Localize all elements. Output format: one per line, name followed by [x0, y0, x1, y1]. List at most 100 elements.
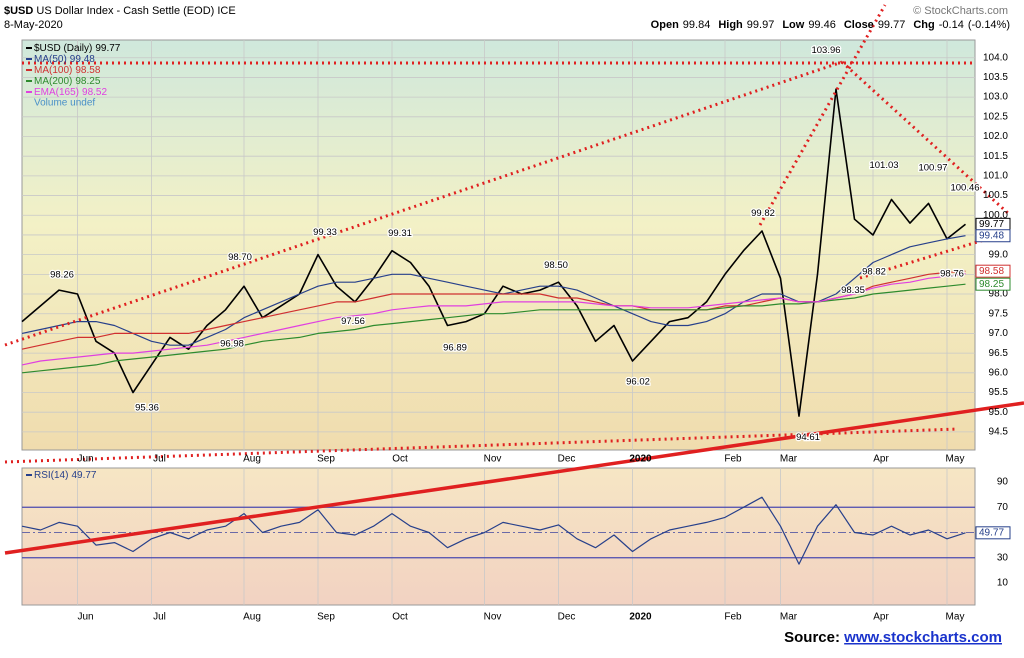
legend-value: 99.48 — [70, 54, 95, 65]
price-annotation: 96.89 — [443, 342, 467, 353]
x-tick-label: Dec — [558, 612, 576, 623]
y-tick-label: 101.5 — [983, 151, 1008, 162]
x-tick-label: Sep — [317, 612, 335, 623]
price-annotation: 98.26 — [50, 269, 74, 280]
x-tick-label: Aug — [243, 612, 261, 623]
legend-value: 98.52 — [82, 87, 107, 98]
plot — [21, 88, 966, 565]
value-tag-label: 49.77 — [979, 527, 1004, 538]
x-tick-label: Oct — [392, 612, 408, 623]
value-tag — [975, 277, 1011, 291]
x-tick-label: Nov — [484, 454, 502, 465]
y-tick-label: 30 — [997, 552, 1009, 563]
quote-label: Open — [651, 19, 679, 31]
value-tag-label: 98.58 — [979, 266, 1004, 277]
quote-pct: (-0.14%) — [968, 19, 1010, 31]
value-tag-label: 98.25 — [979, 279, 1004, 290]
price-annotation: 98.35 — [841, 285, 865, 296]
quote-label: Close — [844, 19, 874, 31]
series-line — [21, 496, 966, 565]
header-title: $USD US Dollar Index - Cash Settle (EOD)… — [4, 5, 236, 17]
x-tick-label: Aug — [243, 454, 261, 465]
y-tick-label: 96.0 — [989, 367, 1009, 378]
legend-entry: MA(50) 99.48 — [34, 54, 95, 65]
legend-name: EMA(165) — [34, 87, 79, 98]
price-annotation: 98.70 — [228, 252, 252, 263]
y-tick-label: 95.5 — [989, 387, 1009, 398]
y-tick-label: 99.0 — [989, 249, 1009, 260]
legend-name: $USD (Daily) — [34, 43, 92, 54]
legend-value: 98.25 — [75, 76, 100, 87]
price-annotation: 98.50 — [544, 260, 568, 271]
series-line — [21, 88, 966, 417]
price-annotation: 98.82 — [862, 266, 886, 277]
legend-entry: MA(100) 98.58 — [34, 65, 101, 76]
y-tick-label: 94.5 — [989, 427, 1009, 438]
x-tick-label: Feb — [724, 454, 742, 465]
price-annotation: 103.96 — [811, 45, 840, 56]
y-tick-label: 102.0 — [983, 131, 1008, 142]
legend-value: 98.58 — [75, 65, 100, 76]
rsi-panel — [21, 467, 976, 606]
legend-entry: MA(200) 98.25 — [34, 76, 101, 87]
price-annotation: 94.61 — [796, 432, 820, 443]
y-tick-label: 97.5 — [989, 308, 1009, 319]
x-tick-label: Oct — [392, 454, 408, 465]
legend-name: RSI(14) — [34, 470, 68, 481]
price-annotation: 95.36 — [135, 403, 159, 414]
title: US Dollar Index - Cash Settle (EOD) ICE — [36, 5, 235, 17]
labels: Jun Jun Jul Jul Aug Aug Sep Sep Oct Oct Nov Nov Dec D… — [26, 43, 1011, 623]
y-tick-label: 103.0 — [983, 92, 1008, 103]
x-tick-label: Mar — [780, 612, 798, 623]
legend-entry: Volume undef — [34, 98, 95, 109]
y-tick-label: 100.0 — [983, 210, 1008, 221]
x-tick-label: 2020 — [629, 454, 652, 465]
price-annotation: 100.46 — [950, 183, 979, 194]
value-tag-label: 99.48 — [979, 230, 1004, 241]
x-tick-label: Apr — [873, 454, 889, 465]
quote-value: 99.84 — [683, 19, 711, 31]
x-tick-label: Nov — [484, 612, 502, 623]
quote-label: High — [718, 19, 743, 31]
legend-entry: EMA(165) 98.52 — [34, 87, 107, 98]
y-tick-label: 95.0 — [989, 407, 1009, 418]
source-link[interactable]: www.stockcharts.com — [843, 629, 1002, 646]
x-tick-label: Jun — [77, 454, 93, 465]
quote-label: Low — [782, 19, 804, 31]
y-tick-label: 10 — [997, 578, 1009, 589]
x-tick-label: Mar — [780, 454, 798, 465]
copyright: © StockCharts.com — [913, 5, 1008, 17]
price-annotation: 100.97 — [918, 163, 947, 174]
y-tick-label: 103.5 — [983, 72, 1008, 83]
source-label: Source: — [784, 629, 840, 646]
legend-name: MA(50) — [34, 54, 67, 65]
value-tag — [975, 264, 1011, 278]
y-tick-label: 90 — [997, 477, 1009, 488]
price-annotation: 97.56 — [341, 316, 365, 327]
x-tick-label: Sep — [317, 454, 335, 465]
x-tick-label: Feb — [724, 612, 742, 623]
x-tick-label: Dec — [558, 454, 576, 465]
price-annotation: 99.33 — [313, 227, 337, 238]
y-tick-label: 100.5 — [983, 190, 1008, 201]
price-annotation: 98.76 — [940, 269, 964, 280]
x-tick-label: Jul — [153, 612, 166, 623]
y-tick-label: 102.5 — [983, 111, 1008, 122]
legend-entry: $USD (Daily) 99.77 — [34, 43, 121, 54]
legend-name: MA(200) — [34, 76, 72, 87]
series-line — [21, 283, 966, 374]
price-annotation: 96.02 — [626, 377, 650, 388]
price-annotation: 99.31 — [388, 228, 412, 239]
quote-value: -0.14 — [939, 19, 964, 31]
value-tag — [975, 229, 1011, 243]
y-tick-label: 104.0 — [983, 52, 1008, 63]
y-tick-label: 101.0 — [983, 171, 1008, 182]
quote-value: 99.46 — [808, 19, 836, 31]
quote-value: 99.77 — [878, 19, 906, 31]
legend-value: 99.77 — [95, 43, 120, 54]
source: Source: www.stockcharts.com — [784, 629, 1002, 646]
x-tick-label: May — [946, 454, 965, 465]
symbol: $USD — [4, 5, 33, 17]
date: 8-May-2020 — [4, 19, 63, 31]
y-tick-label: 96.5 — [989, 348, 1009, 359]
